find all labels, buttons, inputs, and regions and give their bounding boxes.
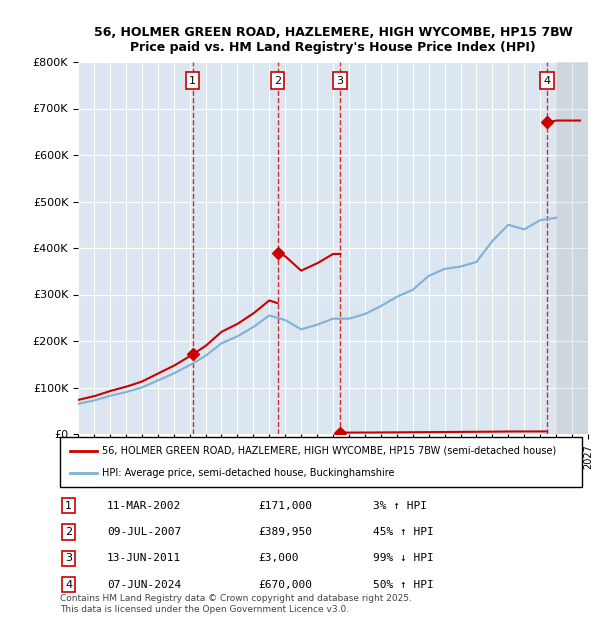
- Text: 13-JUN-2011: 13-JUN-2011: [107, 553, 181, 564]
- Text: 50% ↑ HPI: 50% ↑ HPI: [373, 580, 434, 590]
- Text: 2: 2: [65, 527, 73, 537]
- Text: 4: 4: [65, 580, 73, 590]
- Text: Contains HM Land Registry data © Crown copyright and database right 2025.
This d: Contains HM Land Registry data © Crown c…: [60, 595, 412, 614]
- Text: 07-JUN-2024: 07-JUN-2024: [107, 580, 181, 590]
- Text: £3,000: £3,000: [259, 553, 299, 564]
- Text: 4: 4: [544, 76, 551, 86]
- Bar: [556, 62, 588, 434]
- Text: 99% ↓ HPI: 99% ↓ HPI: [373, 553, 434, 564]
- Text: 09-JUL-2007: 09-JUL-2007: [107, 527, 181, 537]
- FancyBboxPatch shape: [60, 437, 582, 487]
- Title: 56, HOLMER GREEN ROAD, HAZLEMERE, HIGH WYCOMBE, HP15 7BW
Price paid vs. HM Land : 56, HOLMER GREEN ROAD, HAZLEMERE, HIGH W…: [94, 26, 572, 54]
- Text: £389,950: £389,950: [259, 527, 313, 537]
- Text: 1: 1: [65, 500, 72, 511]
- Text: £171,000: £171,000: [259, 500, 313, 511]
- Text: 3% ↑ HPI: 3% ↑ HPI: [373, 500, 427, 511]
- Text: 3: 3: [65, 553, 72, 564]
- Text: HPI: Average price, semi-detached house, Buckinghamshire: HPI: Average price, semi-detached house,…: [102, 468, 394, 478]
- Text: 2: 2: [274, 76, 281, 86]
- Text: £670,000: £670,000: [259, 580, 313, 590]
- Text: 3: 3: [337, 76, 344, 86]
- Text: 11-MAR-2002: 11-MAR-2002: [107, 500, 181, 511]
- Text: 56, HOLMER GREEN ROAD, HAZLEMERE, HIGH WYCOMBE, HP15 7BW (semi-detached house): 56, HOLMER GREEN ROAD, HAZLEMERE, HIGH W…: [102, 446, 556, 456]
- Text: 45% ↑ HPI: 45% ↑ HPI: [373, 527, 434, 537]
- Text: 1: 1: [189, 76, 196, 86]
